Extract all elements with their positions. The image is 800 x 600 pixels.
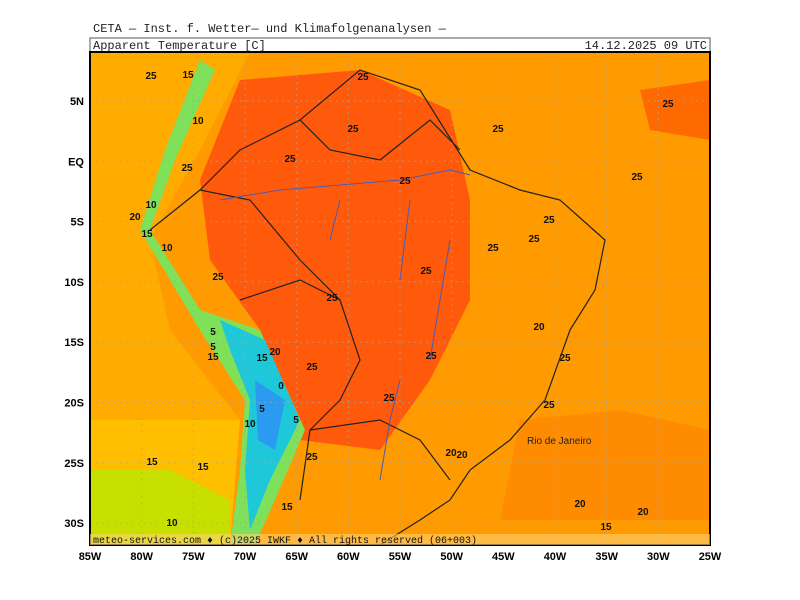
lat-label: 30S [64,518,84,530]
contour-label: 10 [192,116,204,127]
lat-label: 15S [64,337,84,349]
contour-label: 25 [383,393,395,404]
contour-label: 15 [146,457,158,468]
contour-label: 25 [543,215,555,226]
lon-label: 35W [595,551,618,563]
lon-label: 25W [699,551,722,563]
lat-label: 25S [64,458,84,470]
contour-label: 20 [269,347,281,358]
lon-label: 50W [440,551,463,563]
lon-label: 45W [492,551,515,563]
lon-label: 60W [337,551,360,563]
lon-label: 65W [285,551,308,563]
contour-label: 5 [259,404,265,415]
contour-label: 25 [543,400,555,411]
lat-label: EQ [68,156,84,168]
lon-label: 40W [544,551,567,563]
parameter: Apparent Temperature [C] [93,39,266,53]
contour-label: 25 [487,243,499,254]
contour-label: 15 [256,353,268,364]
contour-label: 20 [637,507,649,518]
contour-label: 15 [182,70,194,81]
contour-label: 25 [145,71,157,82]
footer-band [90,534,710,545]
contour-label: 25 [181,163,193,174]
lon-label: 85W [79,551,102,563]
datetime: 14.12.2025 09 UTC [585,39,707,53]
contour-label: 5 [293,415,299,426]
lon-label: 80W [130,551,153,563]
contour-label: 25 [284,154,296,165]
footer: meteo-services.com ♦ (c)2025 IWKF ♦ All … [93,535,477,547]
contour-label: 25 [306,362,318,373]
institute: CETA — Inst. f. Wetter— und Klimafolgena… [93,22,447,36]
contour-label: 25 [425,351,437,362]
contour-label: 5 [210,327,216,338]
contour-label: 25 [662,99,674,110]
contour-label: 25 [631,172,643,183]
contour-label: 25 [559,353,571,364]
lat-label: 5N [70,96,84,108]
contour-label: 5 [210,342,216,353]
contour-label: 15 [207,352,219,363]
lon-label: 75W [182,551,205,563]
contour-label: 25 [528,234,540,245]
contour-label: 20 [533,322,545,333]
contour-label: 25 [347,124,359,135]
map-field [90,52,710,545]
contour-label: 15 [141,229,153,240]
contour-label: 25 [212,272,224,283]
lat-label: 10S [64,277,84,289]
contour-label: 10 [166,518,178,529]
contour-label: 25 [326,293,338,304]
contour-label: 15 [197,462,209,473]
contour-label: 20 [456,450,468,461]
lon-label: 70W [234,551,257,563]
contour-label: 0 [278,381,284,392]
contour-label: 25 [492,124,504,135]
contour-label: 15 [600,522,612,533]
lon-label: 30W [647,551,670,563]
contour-label: 25 [306,452,318,463]
contour-label: 20 [445,448,457,459]
lat-label: 5S [71,217,84,229]
contour-label: 20 [129,212,141,223]
contour-label: 25 [399,176,411,187]
lat-label: 20S [64,398,84,410]
contour-label: 15 [281,502,293,513]
city-label: Rio de Janeiro [527,436,592,447]
contour-label: 25 [420,266,432,277]
contour-label: 10 [161,243,173,254]
contour-label: 20 [574,499,586,510]
contour-label: 25 [357,72,369,83]
contour-label: 10 [244,419,256,430]
lon-label: 55W [389,551,412,563]
contour-label: 10 [145,200,157,211]
